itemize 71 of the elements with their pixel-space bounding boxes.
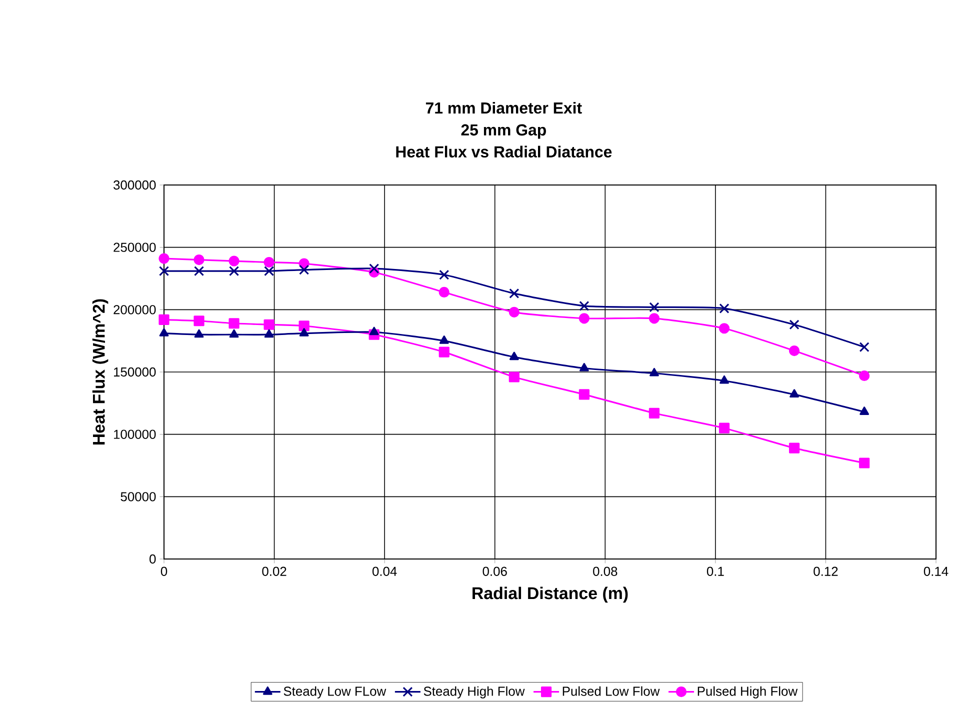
point [788, 346, 800, 356]
point [789, 320, 800, 330]
point [438, 286, 450, 298]
point [229, 329, 239, 338]
point [788, 442, 800, 454]
point [790, 389, 799, 398]
point [264, 329, 274, 338]
point [648, 408, 660, 418]
point [369, 263, 380, 274]
point [508, 306, 520, 318]
point [438, 346, 450, 358]
point [194, 329, 204, 338]
point [720, 375, 729, 384]
legend-label: Pulsed Low Flow [562, 686, 660, 696]
chart-title: 71 mm Diameter Exit 25 mm Gap Heat Flux vs Radial Diatance [396, 102, 612, 158]
point [649, 302, 660, 312]
point [299, 328, 309, 336]
x-tick-label: 0 [160, 566, 168, 576]
y-tick-label: 250000 [114, 242, 156, 252]
x-tick-label: 0.1 [706, 566, 724, 576]
point [578, 313, 590, 324]
point [508, 372, 520, 382]
point [298, 320, 310, 332]
y-tick-label: 0 [150, 554, 156, 564]
point [859, 342, 870, 352]
point [228, 266, 240, 276]
point [264, 266, 274, 276]
point [264, 319, 274, 330]
point [228, 318, 240, 329]
point [509, 352, 519, 360]
point [194, 254, 204, 266]
point [158, 314, 170, 325]
point [859, 370, 870, 382]
point [578, 389, 590, 400]
point [194, 316, 204, 326]
x-tick-label: 0.02 [262, 566, 286, 576]
point [439, 336, 449, 344]
legend-label: Pulsed High Flow [698, 686, 798, 698]
x-tick-label: 0.14 [924, 566, 948, 576]
point [264, 256, 274, 268]
y-axis-title: Heat Flux (W/m^2) [92, 299, 108, 444]
point [369, 326, 379, 336]
x-tick-label: 0.06 [482, 566, 507, 576]
legend-label: Steady High Flow [424, 686, 525, 698]
x-axis-title: Radial Distance (m) [472, 586, 628, 603]
point [650, 368, 659, 376]
point [579, 300, 590, 311]
x-tick-label: 0.08 [593, 566, 618, 576]
y-tick-label: 50000 [120, 492, 156, 502]
point [509, 288, 520, 299]
point [299, 264, 310, 275]
point [718, 323, 730, 334]
point [159, 328, 169, 336]
y-tick-label: 200000 [114, 305, 156, 314]
point [158, 253, 170, 264]
point [860, 406, 870, 415]
point [859, 458, 870, 468]
x-tick-label: 0.04 [372, 566, 397, 576]
legend-label: Steady Low FLow [284, 686, 386, 698]
point [719, 303, 730, 314]
x-tick-label: 0.12 [814, 566, 838, 576]
point [439, 270, 450, 280]
y-tick-label: 100000 [114, 430, 156, 439]
point [648, 313, 660, 324]
y-tick-label: 150000 [114, 367, 156, 377]
point [579, 362, 589, 372]
point [158, 266, 170, 276]
y-tick-label: 300000 [114, 180, 156, 190]
point [228, 256, 240, 266]
point [194, 266, 204, 276]
point [718, 422, 730, 434]
